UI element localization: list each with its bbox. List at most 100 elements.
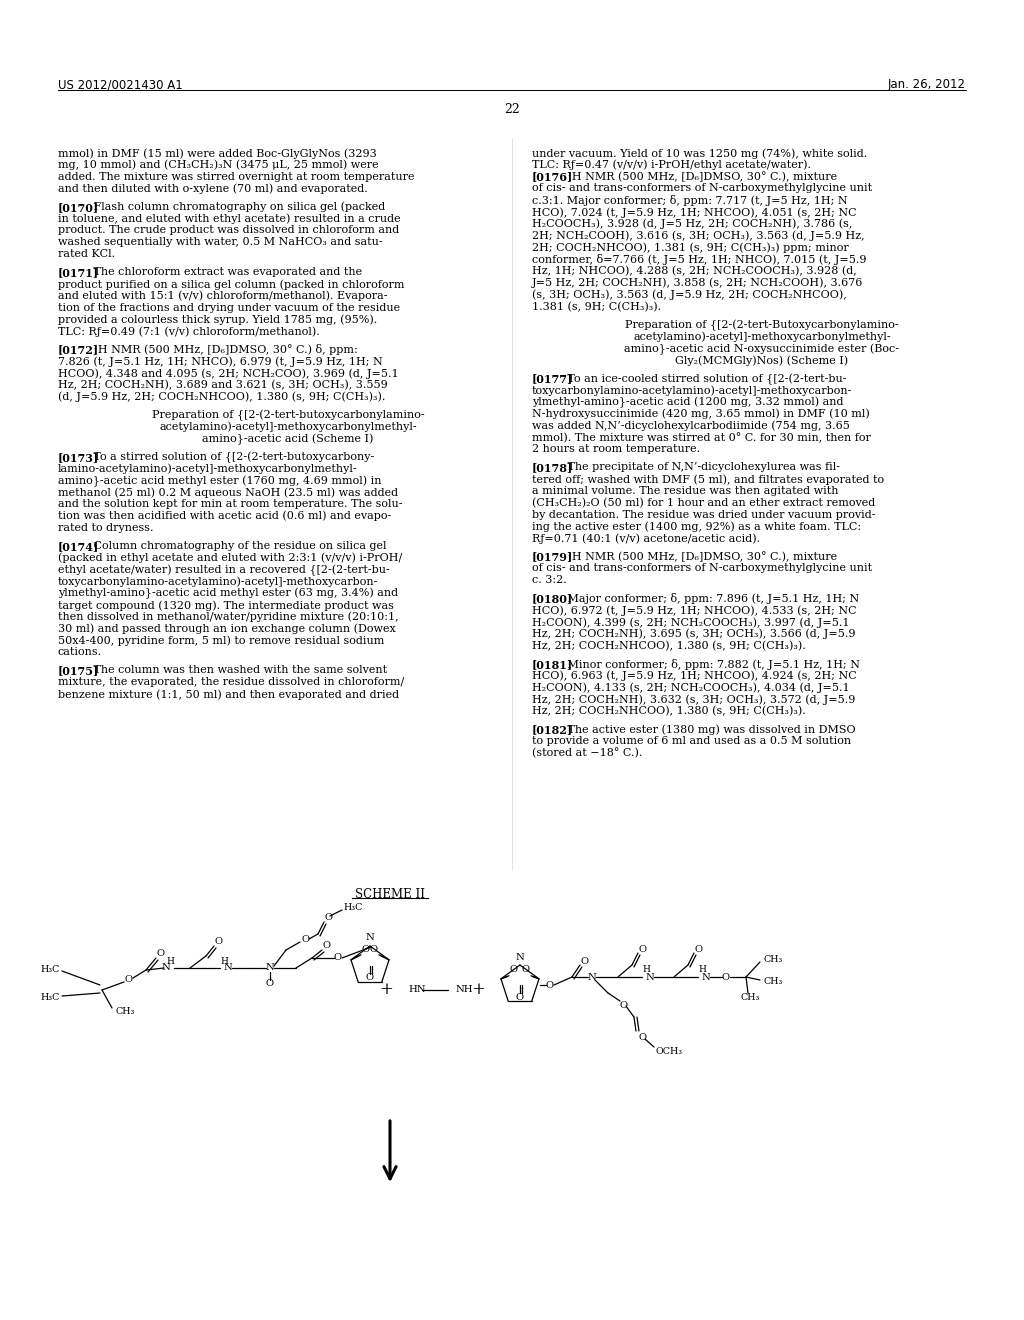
Text: amino}-acetic acid methyl ester (1760 mg, 4.69 mmol) in: amino}-acetic acid methyl ester (1760 mg… — [58, 475, 382, 487]
Text: [0180]: [0180] — [532, 594, 573, 605]
Text: and the solution kept for min at room temperature. The solu-: and the solution kept for min at room te… — [58, 499, 402, 510]
Text: tered off; washed with DMF (5 ml), and filtrates evaporated to: tered off; washed with DMF (5 ml), and f… — [532, 474, 884, 484]
Text: H₃C: H₃C — [41, 994, 60, 1002]
Text: (CH₃CH₂)₂O (50 ml) for 1 hour and an ether extract removed: (CH₃CH₂)₂O (50 ml) for 1 hour and an eth… — [532, 498, 876, 508]
Text: a minimal volume. The residue was then agitated with: a minimal volume. The residue was then a… — [532, 486, 839, 496]
Text: The chloroform extract was evaporated and the: The chloroform extract was evaporated an… — [83, 267, 362, 277]
Text: (s, 3H; OCH₃), 3.563 (d, J=5.9 Hz, 2H; COCH₂NHCOO),: (s, 3H; OCH₃), 3.563 (d, J=5.9 Hz, 2H; C… — [532, 289, 847, 300]
Text: rated KCl.: rated KCl. — [58, 249, 115, 259]
Text: 2H; COCH₂NHCOO), 1.381 (s, 9H; C(CH₃)₃) ppm; minor: 2H; COCH₂NHCOO), 1.381 (s, 9H; C(CH₃)₃) … — [532, 243, 849, 253]
Text: N: N — [701, 973, 711, 982]
Text: O: O — [325, 913, 333, 923]
Text: ¹H NMR (500 MHz, [D₆]DMSO, 30° C.) δ, ppm:: ¹H NMR (500 MHz, [D₆]DMSO, 30° C.) δ, pp… — [83, 345, 357, 355]
Text: acetylamino)-acetyl]-methoxycarbonylmethyl-: acetylamino)-acetyl]-methoxycarbonylmeth… — [633, 331, 891, 342]
Text: mmol). The mixture was stirred at 0° C. for 30 min, then for: mmol). The mixture was stirred at 0° C. … — [532, 433, 870, 444]
Text: O: O — [302, 936, 310, 945]
Text: [0176]: [0176] — [532, 172, 573, 182]
Text: H₂COON), 4.133 (s, 2H; NCH₂COOCH₃), 4.034 (d, J=5.1: H₂COON), 4.133 (s, 2H; NCH₂COOCH₃), 4.03… — [532, 682, 850, 693]
Text: ylmethyl-amino}-acetic acid (1200 mg, 3.32 mmol) and: ylmethyl-amino}-acetic acid (1200 mg, 3.… — [532, 397, 844, 408]
Text: O: O — [722, 973, 730, 982]
Text: O: O — [695, 945, 703, 953]
Text: O: O — [510, 965, 518, 974]
Text: H₂COOCH₃), 3.928 (d, J=5 Hz, 2H; COCH₂NH), 3.786 (s,: H₂COOCH₃), 3.928 (d, J=5 Hz, 2H; COCH₂NH… — [532, 219, 852, 230]
Text: O: O — [522, 965, 530, 974]
Text: To an ice-cooled stirred solution of {[2-(2-tert-bu-: To an ice-cooled stirred solution of {[2… — [557, 374, 847, 384]
Text: tion of the fractions and drying under vacuum of the residue: tion of the fractions and drying under v… — [58, 302, 400, 313]
Text: of cis- and trans-conformers of N-carboxymethylglycine unit: of cis- and trans-conformers of N-carbox… — [532, 183, 872, 194]
Text: N: N — [366, 932, 375, 941]
Text: H₃C: H₃C — [41, 965, 60, 974]
Text: N: N — [223, 964, 232, 973]
Text: toxycarbonylamino-acetylamino)-acetyl]-methoxycarbon-: toxycarbonylamino-acetylamino)-acetyl]-m… — [58, 577, 379, 587]
Text: added. The mixture was stirred overnight at room temperature: added. The mixture was stirred overnight… — [58, 172, 415, 182]
Text: Hz, 1H; NHCOO), 4.288 (s, 2H; NCH₂COOCH₃), 3.928 (d,: Hz, 1H; NHCOO), 4.288 (s, 2H; NCH₂COOCH₃… — [532, 267, 857, 276]
Text: SCHEME II: SCHEME II — [355, 888, 425, 902]
Text: rated to dryness.: rated to dryness. — [58, 523, 154, 533]
Text: CH₃: CH₃ — [116, 1007, 135, 1016]
Text: methanol (25 ml) 0.2 M aqueous NaOH (23.5 ml) was added: methanol (25 ml) 0.2 M aqueous NaOH (23.… — [58, 487, 398, 498]
Text: Hz, 2H; COCH₂NH), 3.695 (s, 3H; OCH₃), 3.566 (d, J=5.9: Hz, 2H; COCH₂NH), 3.695 (s, 3H; OCH₃), 3… — [532, 628, 855, 639]
Text: c. 3:2.: c. 3:2. — [532, 576, 566, 585]
Text: O: O — [620, 1001, 628, 1010]
Text: H: H — [220, 957, 228, 965]
Text: N: N — [516, 953, 524, 961]
Text: c.3:1. Major conformer; δ, ppm: 7.717 (t, J=5 Hz, 1H; N: c.3:1. Major conformer; δ, ppm: 7.717 (t… — [532, 195, 848, 206]
Text: HCOO), 4.348 and 4.095 (s, 2H; NCH₂COO), 3.969 (d, J=5.1: HCOO), 4.348 and 4.095 (s, 2H; NCH₂COO),… — [58, 368, 398, 379]
Text: product. The crude product was dissolved in chloroform and: product. The crude product was dissolved… — [58, 226, 399, 235]
Text: O: O — [157, 949, 165, 958]
Text: O: O — [639, 1034, 647, 1043]
Text: O: O — [581, 957, 589, 965]
Text: O: O — [334, 953, 342, 962]
Text: O: O — [125, 974, 133, 983]
Text: (packed in ethyl acetate and eluted with 2:3:1 (v/v/v) i-PrOH/: (packed in ethyl acetate and eluted with… — [58, 553, 402, 564]
Text: benzene mixture (1:1, 50 ml) and then evaporated and dried: benzene mixture (1:1, 50 ml) and then ev… — [58, 689, 399, 700]
Text: Preparation of {[2-(2-tert-butoxycarbonylamino-: Preparation of {[2-(2-tert-butoxycarbony… — [152, 411, 424, 421]
Text: Hz, 2H; COCH₂NHCOO), 1.380 (s, 9H; C(CH₃)₃).: Hz, 2H; COCH₂NHCOO), 1.380 (s, 9H; C(CH₃… — [532, 706, 806, 717]
Text: O: O — [323, 941, 331, 950]
Text: washed sequentially with water, 0.5 M NaHCO₃ and satu-: washed sequentially with water, 0.5 M Na… — [58, 238, 383, 247]
Text: Jan. 26, 2012: Jan. 26, 2012 — [888, 78, 966, 91]
Text: The column was then washed with the same solvent: The column was then washed with the same… — [83, 665, 387, 676]
Text: HCO), 6.972 (t, J=5.9 Hz, 1H; NHCOO), 4.533 (s, 2H; NC: HCO), 6.972 (t, J=5.9 Hz, 1H; NHCOO), 4.… — [532, 606, 857, 616]
Text: O: O — [516, 993, 524, 1002]
Text: H: H — [642, 965, 650, 974]
Text: 1.381 (s, 9H; C(CH₃)₃).: 1.381 (s, 9H; C(CH₃)₃). — [532, 301, 662, 312]
Text: [0182]: [0182] — [532, 725, 573, 735]
Text: 22: 22 — [504, 103, 520, 116]
Text: Rƒ=0.71 (40:1 (v/v) acetone/acetic acid).: Rƒ=0.71 (40:1 (v/v) acetone/acetic acid)… — [532, 533, 760, 544]
Text: mixture, the evaporated, the residue dissolved in chloroform/: mixture, the evaporated, the residue dis… — [58, 677, 404, 688]
Text: Major conformer; δ, ppm: 7.896 (t, J=5.1 Hz, 1H; N: Major conformer; δ, ppm: 7.896 (t, J=5.1… — [557, 594, 859, 605]
Text: conformer, δ=7.766 (t, J=5 Hz, 1H; NHCO), 7.015 (t, J=5.9: conformer, δ=7.766 (t, J=5 Hz, 1H; NHCO)… — [532, 255, 866, 265]
Text: [0170]: [0170] — [58, 202, 99, 213]
Text: mg, 10 mmol) and (CH₃CH₂)₃N (3475 μL, 25 mmol) were: mg, 10 mmol) and (CH₃CH₂)₃N (3475 μL, 25… — [58, 160, 379, 170]
Text: CH₃: CH₃ — [764, 954, 783, 964]
Text: NH: NH — [456, 986, 473, 994]
Text: TLC: Rƒ=0.47 (v/v/v) i-PrOH/ethyl acetate/water).: TLC: Rƒ=0.47 (v/v/v) i-PrOH/ethyl acetat… — [532, 160, 811, 170]
Text: 30 ml) and passed through an ion exchange column (Dowex: 30 ml) and passed through an ion exchang… — [58, 623, 395, 634]
Text: ing the active ester (1400 mg, 92%) as a white foam. TLC:: ing the active ester (1400 mg, 92%) as a… — [532, 521, 861, 532]
Text: under vacuum. Yield of 10 was 1250 mg (74%), white solid.: under vacuum. Yield of 10 was 1250 mg (7… — [532, 148, 867, 158]
Text: O: O — [215, 937, 223, 946]
Text: N: N — [162, 964, 170, 973]
Text: provided a colourless thick syrup. Yield 1785 mg, (95%).: provided a colourless thick syrup. Yield… — [58, 314, 377, 325]
Text: N-hydroxysuccinimide (420 mg, 3.65 mmol) in DMF (10 ml): N-hydroxysuccinimide (420 mg, 3.65 mmol)… — [532, 409, 869, 420]
Text: Hz, 2H; COCH₂NH), 3.632 (s, 3H; OCH₃), 3.572 (d, J=5.9: Hz, 2H; COCH₂NH), 3.632 (s, 3H; OCH₃), 3… — [532, 694, 855, 705]
Text: H: H — [166, 957, 174, 965]
Text: CH₃: CH₃ — [740, 993, 760, 1002]
Text: 50x4-400, pyridine form, 5 ml) to remove residual sodium: 50x4-400, pyridine form, 5 ml) to remove… — [58, 635, 384, 645]
Text: HCO), 6.963 (t, J=5.9 Hz, 1H; NHCOO), 4.924 (s, 2H; NC: HCO), 6.963 (t, J=5.9 Hz, 1H; NHCOO), 4.… — [532, 671, 857, 681]
Text: to provide a volume of 6 ml and used as a 0.5 M solution: to provide a volume of 6 ml and used as … — [532, 737, 851, 746]
Text: by decantation. The residue was dried under vacuum provid-: by decantation. The residue was dried un… — [532, 510, 876, 520]
Text: O: O — [361, 945, 370, 954]
Text: US 2012/0021430 A1: US 2012/0021430 A1 — [58, 78, 182, 91]
Text: toxycarbonylamino-acetylamino)-acetyl]-methoxycarbon-: toxycarbonylamino-acetylamino)-acetyl]-m… — [532, 385, 852, 396]
Text: amino}-acetic acid N-oxysuccinimide ester (Boc-: amino}-acetic acid N-oxysuccinimide este… — [625, 343, 899, 355]
Text: The precipitate of N,N’-dicyclohexylurea was fil-: The precipitate of N,N’-dicyclohexylurea… — [557, 462, 840, 473]
Text: [0175]: [0175] — [58, 665, 99, 676]
Text: Column chromatography of the residue on silica gel: Column chromatography of the residue on … — [83, 541, 386, 550]
Text: HCO), 7.024 (t, J=5.9 Hz, 1H; NHCOO), 4.051 (s, 2H; NC: HCO), 7.024 (t, J=5.9 Hz, 1H; NHCOO), 4.… — [532, 207, 857, 218]
Text: O: O — [370, 945, 378, 954]
Text: O: O — [266, 979, 274, 989]
Text: +: + — [471, 982, 485, 998]
Text: The active ester (1380 mg) was dissolved in DMSO: The active ester (1380 mg) was dissolved… — [557, 725, 856, 735]
